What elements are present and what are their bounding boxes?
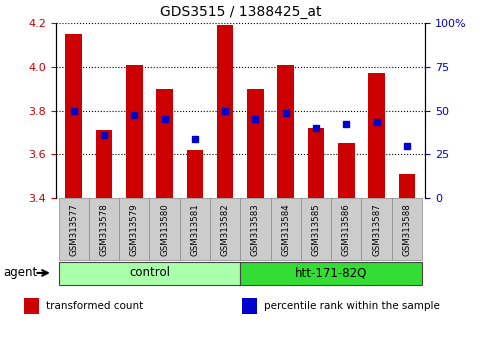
Bar <box>242 298 257 314</box>
Text: GSM313585: GSM313585 <box>312 203 321 256</box>
Bar <box>58 198 89 260</box>
Text: GSM313587: GSM313587 <box>372 203 381 256</box>
Bar <box>156 89 173 198</box>
Text: GSM313579: GSM313579 <box>130 203 139 256</box>
Bar <box>241 262 422 285</box>
Text: GSM313581: GSM313581 <box>190 203 199 256</box>
Text: GSM313578: GSM313578 <box>99 203 109 256</box>
Bar <box>277 65 294 198</box>
Bar <box>361 198 392 260</box>
Text: control: control <box>129 267 170 279</box>
Text: GSM313577: GSM313577 <box>69 203 78 256</box>
Bar <box>247 89 264 198</box>
Bar <box>217 25 233 198</box>
Bar <box>301 198 331 260</box>
Bar <box>24 298 40 314</box>
Text: GSM313580: GSM313580 <box>160 203 169 256</box>
Bar <box>119 198 149 260</box>
Bar <box>186 150 203 198</box>
Bar <box>58 262 241 285</box>
Bar <box>65 34 82 198</box>
Bar <box>180 198 210 260</box>
Bar <box>331 198 361 260</box>
Title: GDS3515 / 1388425_at: GDS3515 / 1388425_at <box>159 5 321 19</box>
Bar <box>96 130 113 198</box>
Bar <box>270 198 301 260</box>
Text: agent: agent <box>3 267 37 279</box>
Text: GSM313583: GSM313583 <box>251 203 260 256</box>
Bar <box>392 198 422 260</box>
Bar <box>210 198 241 260</box>
Bar <box>338 143 355 198</box>
Bar <box>308 128 325 198</box>
Bar <box>89 198 119 260</box>
Text: GSM313582: GSM313582 <box>221 203 229 256</box>
Text: htt-171-82Q: htt-171-82Q <box>295 267 368 279</box>
Text: GSM313586: GSM313586 <box>342 203 351 256</box>
Bar <box>126 65 142 198</box>
Bar <box>398 174 415 198</box>
Text: GSM313588: GSM313588 <box>402 203 412 256</box>
Text: GSM313584: GSM313584 <box>281 203 290 256</box>
Bar <box>149 198 180 260</box>
Bar <box>368 73 385 198</box>
Text: transformed count: transformed count <box>46 301 143 310</box>
Text: percentile rank within the sample: percentile rank within the sample <box>264 301 440 310</box>
Bar <box>241 198 270 260</box>
